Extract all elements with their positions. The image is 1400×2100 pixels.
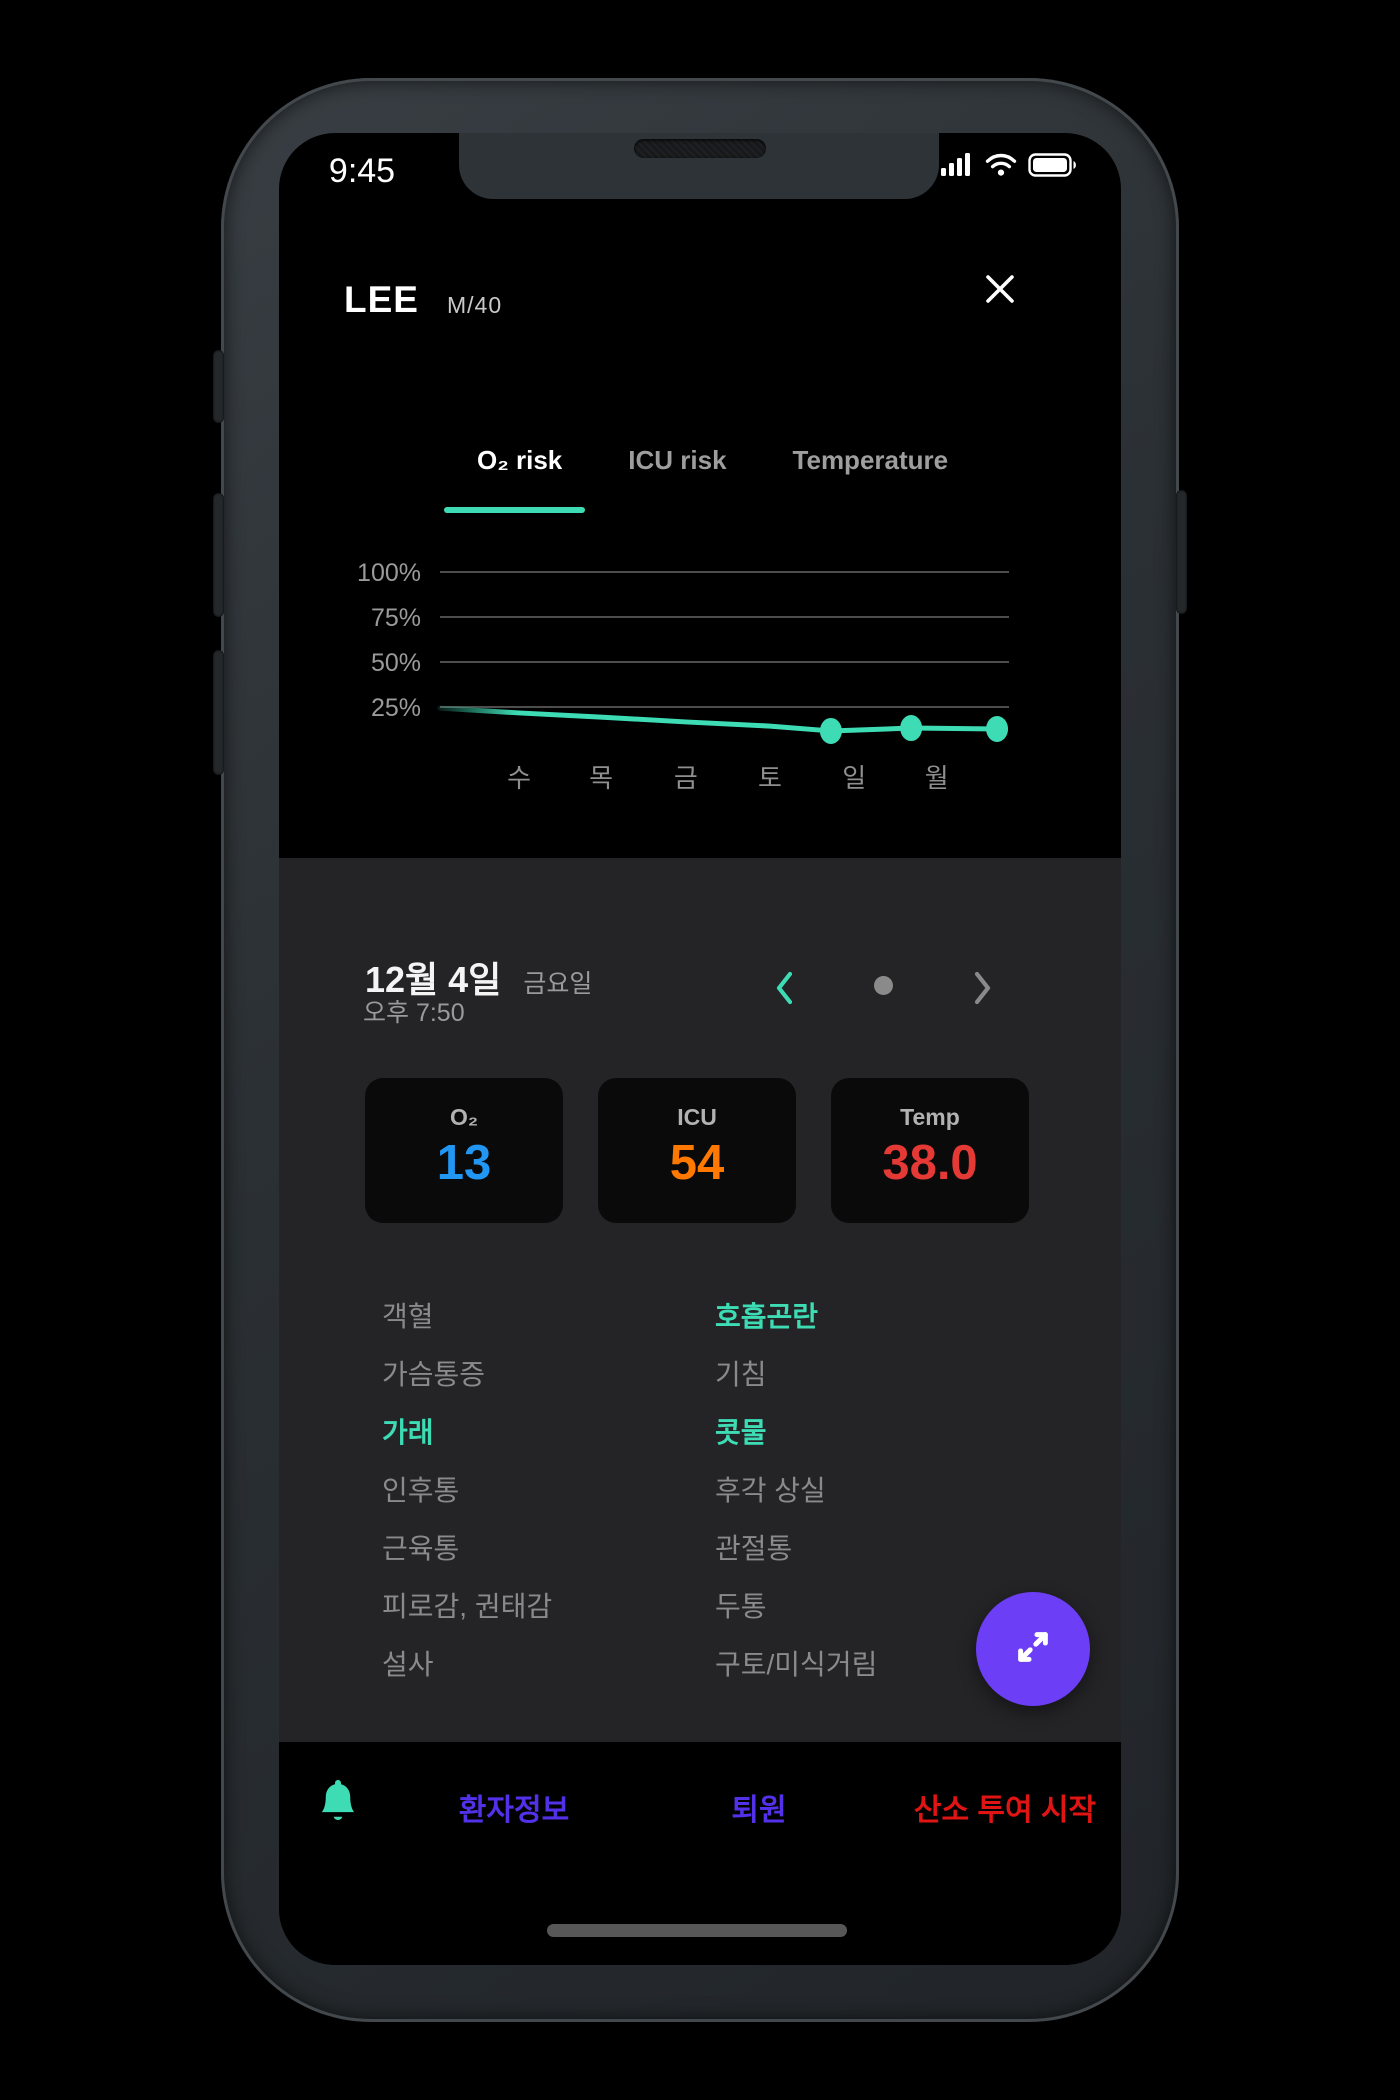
mute-switch (213, 350, 224, 423)
metric-value: 54 (669, 1136, 725, 1190)
weekday-label: 금요일 (523, 970, 593, 998)
metric-card-o2: O₂ 13 (365, 1078, 563, 1223)
tab-o2-risk[interactable]: O₂ risk (477, 445, 563, 475)
metric-label: Temp (900, 1104, 960, 1130)
symptom-item[interactable]: 후각 상실 (715, 1475, 826, 1506)
chevron-left-icon (773, 971, 795, 1011)
active-tab-underline (444, 507, 585, 513)
date-row: 12월 4일 금요일 (365, 951, 592, 1003)
volume-down-button (213, 650, 224, 775)
symptom-column-left: 객혈 가슴통증 가래 인후통 근육통 피로감, 권태감 설사 (382, 1288, 552, 1694)
metric-label: ICU (677, 1104, 717, 1130)
svg-text:25%: 25% (371, 694, 421, 722)
symptom-item[interactable]: 기침 (715, 1359, 767, 1390)
svg-text:100%: 100% (357, 559, 421, 587)
carousel-next-button[interactable] (972, 969, 994, 1007)
detail-section-background (279, 858, 1121, 1742)
tab-icu-risk[interactable]: ICU risk (628, 445, 727, 475)
status-time: 9:45 (328, 152, 396, 190)
svg-text:월: 월 (925, 763, 949, 793)
expand-icon (1006, 1620, 1060, 1679)
tab-bar: O₂ risk ICU risk Temperature (477, 445, 948, 476)
symptom-item[interactable]: 구토/미식거림 (715, 1649, 878, 1680)
notification-bell-button[interactable] (318, 1778, 358, 1826)
start-oxygen-button[interactable]: 산소 투여 시작 (913, 1794, 1097, 1827)
phone-screen: 9:45 (279, 133, 1121, 1965)
symptom-item[interactable]: 두통 (715, 1591, 767, 1622)
svg-text:토: 토 (758, 763, 782, 793)
battery-icon (1028, 153, 1077, 182)
metric-card-temp: Temp 38.0 (831, 1078, 1029, 1223)
svg-text:목: 목 (589, 763, 613, 793)
risk-line-chart: 100% 75% 50% 25% 수 목 금 토 일 월 (357, 559, 1009, 793)
symptom-item[interactable]: 호흡곤란 (715, 1301, 819, 1332)
metric-card-icu: ICU 54 (598, 1078, 796, 1223)
expand-fab-button[interactable] (976, 1592, 1090, 1706)
chevron-right-icon (972, 971, 994, 1011)
tab-temperature[interactable]: Temperature (792, 445, 949, 475)
wifi-icon (985, 153, 1017, 182)
metric-value: 13 (436, 1136, 492, 1190)
symptom-item[interactable]: 관절통 (715, 1533, 793, 1564)
volume-up-button (213, 493, 224, 617)
status-icons (941, 153, 1077, 182)
metric-label: O₂ (449, 1104, 479, 1130)
discharge-button[interactable]: 퇴원 (731, 1794, 787, 1827)
patient-name: LEE (344, 279, 419, 320)
home-indicator[interactable] (547, 1924, 847, 1937)
patient-info-button[interactable]: 환자정보 (458, 1794, 570, 1827)
svg-text:75%: 75% (371, 604, 421, 632)
phone-frame: 9:45 (213, 78, 1187, 2022)
time-label: 오후 7:50 (363, 999, 465, 1027)
symptom-item[interactable]: 객혈 (382, 1301, 434, 1332)
date-label: 12월 4일 (365, 959, 502, 1000)
symptom-item[interactable]: 피로감, 권태감 (382, 1591, 553, 1622)
carousel-prev-button[interactable] (773, 969, 795, 1007)
symptom-item[interactable]: 인후통 (382, 1475, 460, 1506)
svg-text:일: 일 (842, 763, 866, 793)
close-button[interactable] (977, 266, 1023, 312)
symptom-item[interactable]: 근육통 (382, 1533, 460, 1564)
cellular-signal-icon (941, 153, 974, 182)
patient-meta: M/40 (447, 292, 503, 318)
power-button (1176, 490, 1187, 614)
metric-value: 38.0 (882, 1136, 978, 1190)
svg-text:수: 수 (507, 763, 531, 793)
close-icon (977, 275, 1023, 316)
symptom-item[interactable]: 가래 (382, 1417, 434, 1448)
symptom-item[interactable]: 설사 (382, 1649, 434, 1680)
page-dot-icon[interactable] (874, 976, 893, 995)
symptom-column-right: 호흡곤란 기침 콧물 후각 상실 관절통 두통 구토/미식거림 (715, 1288, 877, 1694)
svg-text:50%: 50% (371, 649, 421, 677)
symptom-item[interactable]: 가슴통증 (382, 1359, 486, 1390)
svg-text:금: 금 (674, 763, 698, 793)
symptom-item[interactable]: 콧물 (715, 1417, 767, 1448)
notch (459, 133, 939, 199)
speaker-grille-icon (634, 139, 766, 158)
bell-icon (318, 1779, 358, 1830)
